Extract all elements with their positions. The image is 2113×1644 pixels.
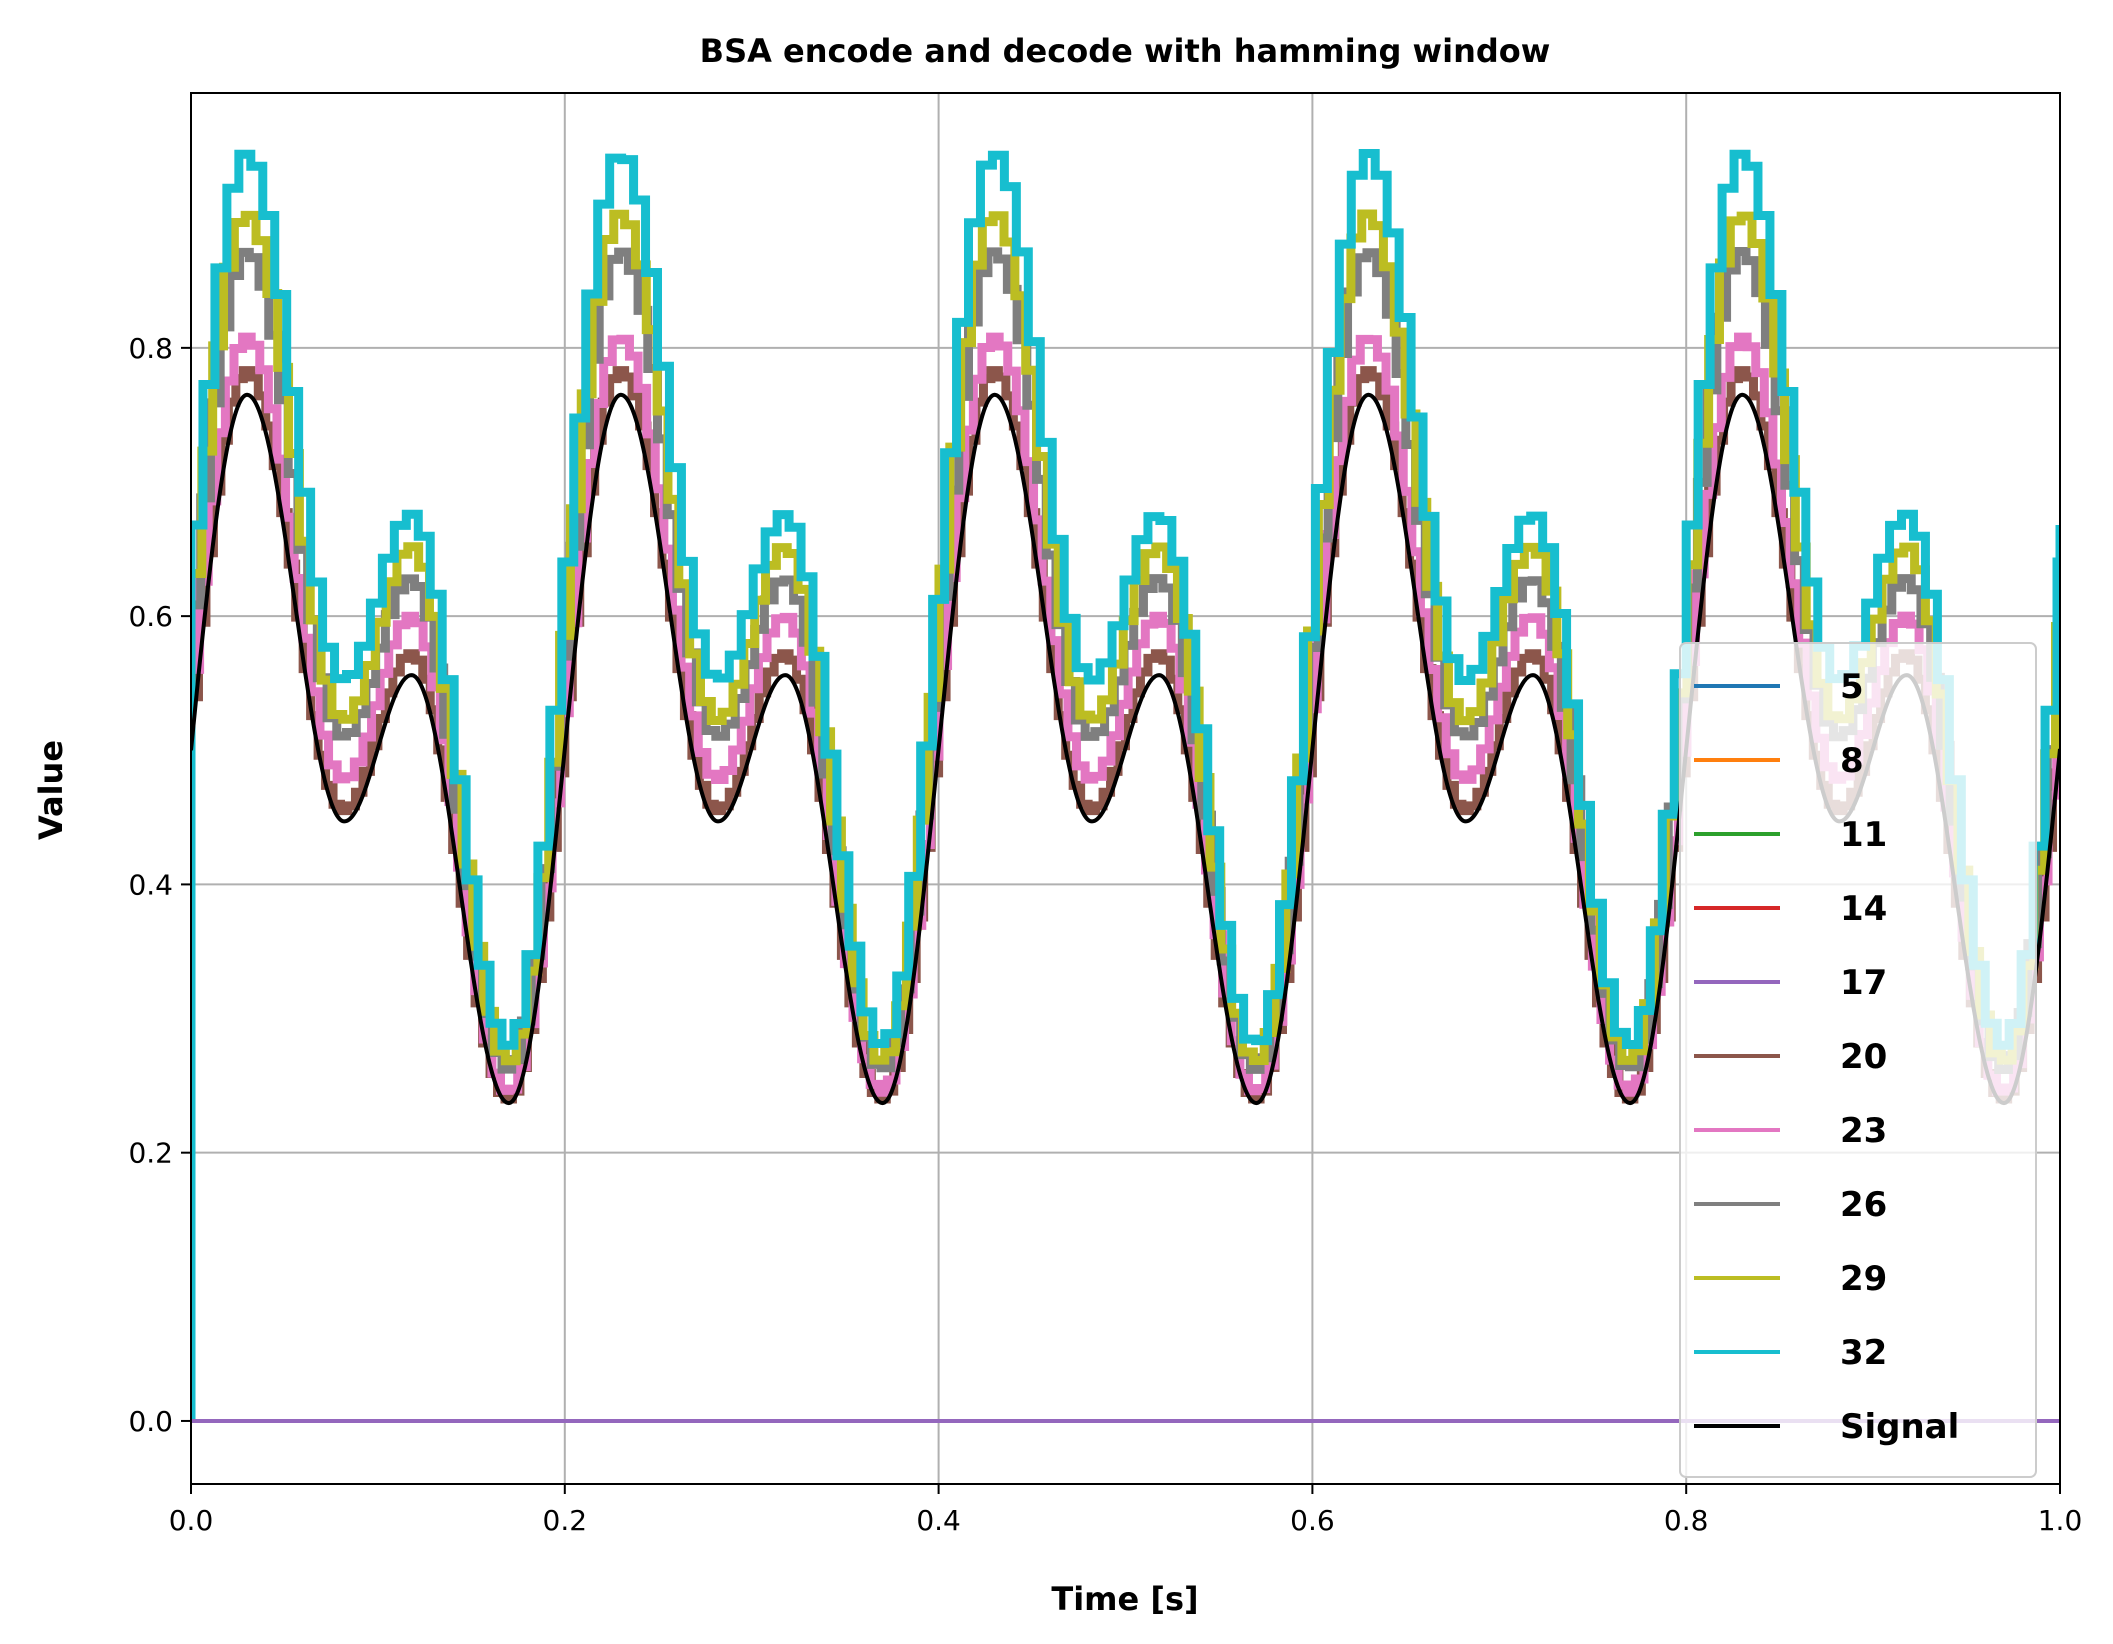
plot-frame bbox=[190, 92, 2061, 1485]
x-tick-label: 0.0 bbox=[169, 1504, 214, 1537]
legend: 5 8 11 14 17 20 23 26 29 32 Signal bbox=[1679, 642, 2037, 1478]
x-tick-label: 0.8 bbox=[1664, 1504, 1709, 1537]
x-tick-label: 0.6 bbox=[1290, 1504, 1335, 1537]
legend-label-29: 29 bbox=[1840, 1259, 1887, 1299]
y-tick-label: 0.8 bbox=[128, 332, 173, 365]
x-tick-label: 0.2 bbox=[543, 1504, 588, 1537]
legend-label-8: 8 bbox=[1840, 741, 1864, 781]
x-axis-label: Time [s] bbox=[1051, 1580, 1198, 1618]
y-tick-label: 0.2 bbox=[128, 1137, 173, 1170]
series-line-Signal bbox=[191, 392, 2060, 1106]
legend-label-20: 20 bbox=[1840, 1037, 1887, 1077]
legend-label-26: 26 bbox=[1840, 1185, 1887, 1225]
series-line-32 bbox=[191, 148, 2060, 1421]
y-tick-label: 0.0 bbox=[128, 1405, 173, 1438]
legend-label-17: 17 bbox=[1840, 963, 1887, 1003]
legend-label-Signal: Signal bbox=[1840, 1407, 1959, 1447]
y-axis-label: Value bbox=[32, 740, 70, 840]
legend-box bbox=[1679, 642, 2037, 1478]
x-tick-label: 1.0 bbox=[2038, 1504, 2083, 1537]
legend-label-23: 23 bbox=[1840, 1111, 1887, 1151]
y-axis-ticks: 0.0 0.2 0.4 0.6 0.8 bbox=[128, 332, 191, 1438]
y-tick-label: 0.6 bbox=[128, 600, 173, 633]
legend-label-11: 11 bbox=[1840, 815, 1887, 855]
x-tick-label: 0.4 bbox=[916, 1504, 961, 1537]
legend-label-32: 32 bbox=[1840, 1333, 1887, 1373]
legend-label-14: 14 bbox=[1840, 889, 1887, 929]
chart-title: BSA encode and decode with hamming windo… bbox=[700, 32, 1551, 70]
legend-label-5: 5 bbox=[1840, 667, 1864, 707]
x-axis-ticks: 0.0 0.2 0.4 0.6 0.8 1.0 bbox=[169, 1484, 2083, 1537]
y-tick-label: 0.4 bbox=[128, 868, 173, 901]
